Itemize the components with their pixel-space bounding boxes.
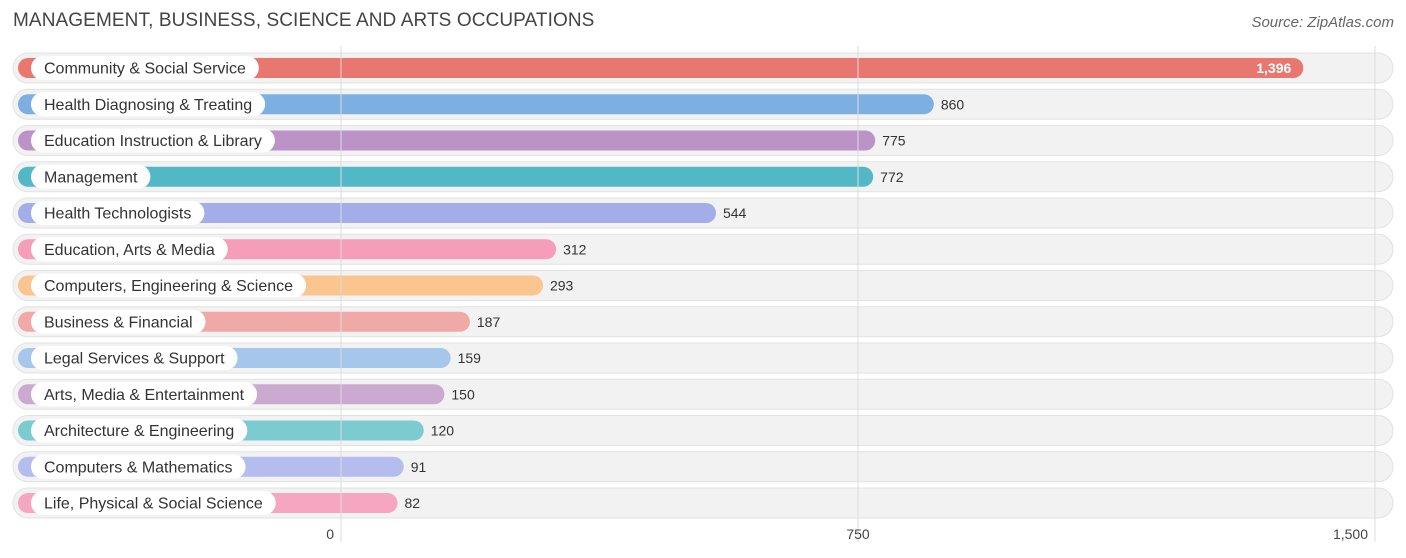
category-label-pill [31, 92, 266, 117]
value-label: 91 [411, 459, 427, 475]
category-label-pill [31, 201, 205, 225]
category-label-pill [31, 418, 248, 443]
category-label: Legal Services & Support [44, 351, 225, 368]
table-row: Health Diagnosing & Treating 860 [12, 88, 1394, 120]
tick-label: 750 [846, 526, 870, 542]
category-label: Architecture & Engineering [44, 423, 234, 440]
value-label: 150 [451, 386, 475, 402]
table-row: Management 772 [12, 161, 1394, 193]
category-label: Business & Financial [44, 314, 193, 331]
value-label: 860 [941, 96, 965, 112]
bar [18, 58, 1304, 78]
category-label-pill [31, 164, 151, 189]
category-label-pill [31, 237, 228, 262]
category-label-pill [31, 56, 259, 80]
table-row: Architecture & Engineering 120 [12, 415, 1394, 446]
category-label-pill [31, 382, 258, 407]
table-row: Life, Physical & Social Science 82 [12, 487, 1394, 519]
category-label-pill [31, 128, 275, 153]
category-label: Community & Social Service [44, 61, 246, 78]
rows: Community & Social Service 1,396 Health Di… [12, 52, 1394, 519]
table-row: Community & Social Service 1,396 [12, 52, 1394, 84]
category-label-pill [31, 309, 206, 334]
category-label-pill [31, 491, 276, 515]
category-label: Health Technologists [44, 206, 191, 223]
category-label: Education Instruction & Library [44, 133, 262, 150]
category-label-pill [31, 454, 246, 479]
category-label: Arts, Media & Entertainment [44, 387, 245, 404]
table-row: Legal Services & Support 159 [12, 342, 1394, 374]
table-row: Computers & Mathematics 91 [12, 451, 1394, 483]
value-label: 120 [431, 423, 455, 439]
chart-title: MANAGEMENT, BUSINESS, SCIENCE AND ARTS O… [13, 10, 595, 31]
value-label: 293 [550, 278, 574, 294]
value-label: 772 [880, 169, 904, 185]
table-row: Health Technologists 544 [12, 197, 1394, 229]
tick-label: 1,500 [1333, 526, 1368, 542]
bar [18, 166, 874, 187]
value-label: 1,396 [1256, 60, 1291, 76]
category-label: Education, Arts & Media [44, 242, 215, 259]
category-label: Computers & Mathematics [44, 459, 233, 476]
x-axis: 0 750 1,500 [326, 526, 1368, 542]
value-label: 544 [723, 205, 747, 221]
tick-label: 0 [326, 526, 334, 542]
source-credit: Source: ZipAtlas.com [1251, 14, 1394, 31]
table-row: Business & Financial 187 [12, 306, 1394, 338]
value-label: 82 [405, 495, 421, 511]
gridlines [340, 46, 1376, 542]
table-row: Arts, Media & Entertainment 150 [12, 378, 1394, 410]
category-label-pill [31, 346, 238, 370]
value-label: 775 [882, 133, 906, 149]
category-label: Life, Physical & Social Science [44, 496, 263, 513]
category-label: Health Diagnosing & Treating [44, 97, 252, 114]
category-label: Management [44, 169, 138, 186]
category-label: Computers, Engineering & Science [44, 278, 293, 295]
table-row: Computers, Engineering & Science 293 [12, 270, 1394, 301]
category-label-pill [31, 273, 307, 298]
value-label: 159 [458, 350, 482, 366]
table-row: Education Instruction & Library 775 [12, 125, 1394, 156]
table-row: Education, Arts & Media 312 [12, 233, 1394, 265]
value-label: 312 [563, 241, 587, 257]
value-label: 187 [477, 314, 501, 330]
